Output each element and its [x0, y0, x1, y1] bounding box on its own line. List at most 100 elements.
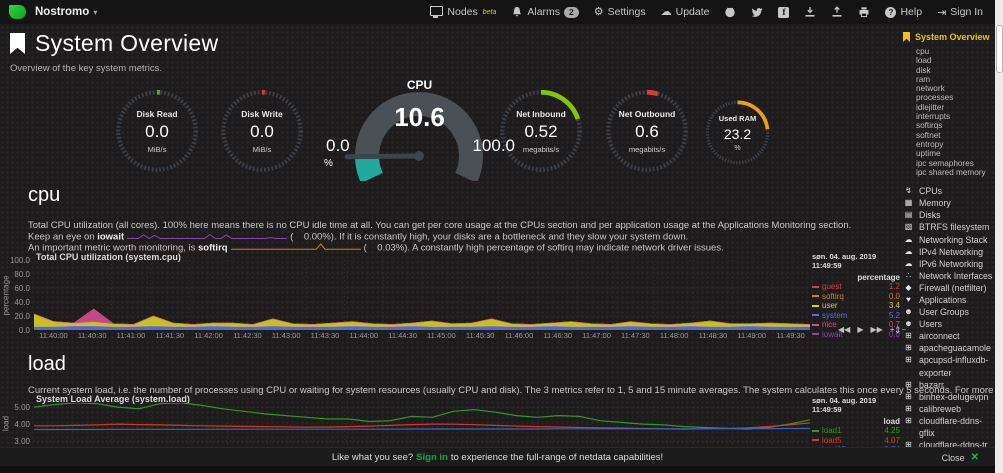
sidebar-item-network-interfaces[interactable]: ∴ Network Interfaces — [903, 270, 993, 282]
legend-date: søn. 04. aug. 2019 — [812, 252, 877, 261]
page-scrollbar[interactable] — [995, 0, 1003, 473]
sidebar-item-cpus[interactable]: ↯ CPUs — [903, 185, 993, 197]
sidebar-subitem-interrupts[interactable]: interrupts — [916, 112, 951, 122]
netdata-logo-icon[interactable] — [9, 5, 26, 19]
print-button[interactable] — [858, 6, 870, 18]
sidebar-item-cloudflare-ddns-tr[interactable]: ⊞ cloudflare-ddns-tr — [903, 439, 993, 451]
signin-label: Sign In — [950, 6, 983, 18]
update-button[interactable]: ☁ Update — [661, 6, 710, 18]
legend-row-guest[interactable]: guest 1.2 — [812, 282, 900, 292]
settings-button[interactable]: ⚙ Settings — [594, 6, 646, 18]
sidebar-item-disks[interactable]: ▤ Disks — [903, 209, 993, 221]
sidebar-subitem-cpu[interactable]: cpu — [916, 47, 930, 56]
hostname-selector[interactable]: Nostromo — [35, 6, 90, 18]
gauge-net-outbound[interactable]: Net Outbound 0.6 megabits/s — [604, 88, 690, 174]
chart-resize-handle[interactable]: ⇕ — [894, 325, 902, 335]
cpu-gauge-chart[interactable]: CPU 10.6 0.0 100.0 % — [322, 76, 517, 184]
sidebar-item-networking-stack[interactable]: ☁ Networking Stack — [903, 234, 993, 246]
page-subtitle: Overview of the key system metrics. — [10, 63, 163, 74]
legend-row-user[interactable]: user 3.4 — [812, 301, 900, 311]
sidebar-subitem-disk[interactable]: disk — [916, 65, 931, 75]
export-button[interactable] — [831, 6, 843, 18]
cpu-chart-plot[interactable] — [33, 259, 811, 331]
sidebar-item-applications[interactable]: ♥ Applications — [903, 294, 993, 306]
sidebar-subitem-entropy[interactable]: entropy — [916, 139, 944, 149]
legend-row-iowait[interactable]: iowait 0.0 — [812, 330, 900, 340]
cpu-description-1: Total CPU utilization (all cores). 100% … — [28, 220, 852, 231]
sidebar-subitem-ipc-shared-memory[interactable]: ipc shared memory — [916, 167, 986, 177]
legend-row-softirq[interactable]: softirq 0.0 — [812, 292, 900, 302]
chevron-down-icon[interactable]: ▾ — [93, 7, 98, 17]
gauge-net-inbound[interactable]: Net Inbound 0.52 megabits/s — [498, 88, 584, 174]
help-button[interactable]: ? Help — [885, 6, 922, 18]
sidebar-item-firewall-netfilter[interactable]: ◆ Firewall (netfilter) — [903, 282, 993, 294]
sidebar-subitem-network[interactable]: network — [916, 84, 945, 94]
sidebar-subitem-ipc-semaphores[interactable]: ipc semaphores — [916, 158, 974, 168]
sidebar-item-memory[interactable]: ▦ Memory — [903, 197, 993, 209]
text: A constantly high percentage of softirq … — [410, 242, 724, 254]
load-chart-plot[interactable] — [33, 402, 811, 447]
sidebar-subitem-uptime[interactable]: uptime — [916, 149, 941, 159]
sidebar-item-system-overview[interactable]: System Overview — [903, 32, 993, 42]
facebook-button[interactable]: f — [778, 6, 790, 18]
sidebar-item-label: Users — [919, 319, 942, 330]
banner-close-button[interactable]: Close ✕ — [942, 448, 979, 467]
sidebar-item-ipv4-networking[interactable]: ☁ IPv4 Networking — [903, 246, 993, 258]
sidebar-subitem-ram[interactable]: ram — [916, 74, 931, 84]
github-button[interactable] — [724, 6, 736, 18]
sidebar-item-label: Disks — [919, 210, 941, 221]
legend-value: 5.2 — [888, 310, 900, 320]
toolbox-forward-button[interactable]: ▶▶ — [870, 325, 883, 334]
sidebar-subitem-idlejitter[interactable]: idlejitter — [916, 102, 945, 112]
y-tick: 100.0 — [9, 256, 30, 265]
sidebar-item-user-groups[interactable]: ☻ User Groups — [903, 306, 993, 318]
sidebar-subitem-softnet[interactable]: softnet — [916, 130, 941, 140]
legend-row-load5[interactable]: load5 4.07 — [812, 436, 900, 446]
scrollbar-thumb[interactable] — [996, 25, 1003, 73]
sidebar-subitem-processes[interactable]: processes — [916, 93, 954, 103]
sidebar-subitem-softirqs[interactable]: softirqs — [916, 121, 943, 131]
gauge-used-ram[interactable]: Used RAM 23.2% — [704, 99, 771, 166]
sidebar-item-apcupsd-influxdb-exporter[interactable]: ⊞ apcupsd-influxdb-exporter — [903, 354, 993, 378]
cloud-icon: ☁ — [904, 234, 913, 244]
sidebar-subitem-load[interactable]: load — [916, 56, 932, 66]
sidebar-item-label: apcupsd-influxdb-exporter — [919, 355, 989, 378]
toolbox-zoom-in-button[interactable]: + — [889, 325, 895, 334]
sidebar-item-label: Memory — [919, 198, 951, 209]
sidebar-item-users[interactable]: ☻ Users — [903, 318, 993, 330]
iowait-term: iowait — [97, 231, 125, 243]
toolbox-rewind-button[interactable]: ◀◀ — [838, 325, 851, 334]
section-heading-load: load — [28, 353, 66, 375]
sidebar-item-airconnect[interactable]: ⊞ airconnect — [903, 330, 993, 342]
bookmark-icon — [903, 32, 910, 42]
sidebar-item-bazarr[interactable]: ⊞ bazarr — [903, 379, 993, 391]
gauge-disk-write[interactable]: Disk Write 0.0 MiB/s — [219, 88, 305, 174]
nodes-button[interactable]: Nodes beta — [430, 6, 496, 18]
settings-label: Settings — [607, 6, 646, 18]
legend-name: system — [822, 310, 848, 320]
sidebar-item-btrfs-filesystem[interactable]: ▧ BTRFS filesystem — [903, 221, 993, 233]
sidebar-item-binhex-delugevpn[interactable]: ⊞ binhex-delugevpn — [903, 391, 993, 403]
toolbox-zoom-out-button[interactable]: − — [901, 325, 907, 334]
sidebar-item-calibreweb[interactable]: ⊞ calibreweb — [903, 403, 993, 415]
sidebar-item-cloudflare-ddns-gflix[interactable]: ⊞ cloudflare-ddns-gflix — [903, 415, 993, 439]
legend-date: søn. 04. aug. 2019 — [812, 396, 877, 405]
twitter-button[interactable] — [751, 6, 763, 18]
cpu-description-2: Keep an eye on iowait ( 0.00%). If it is … — [28, 231, 688, 243]
signin-button[interactable]: ⇥ Sign In — [937, 6, 983, 19]
legend-row-load1[interactable]: load1 4.25 — [812, 426, 900, 436]
legend-row-nice[interactable]: nice 0.7 — [812, 320, 900, 330]
import-button[interactable] — [804, 6, 816, 18]
sidebar-item-label: cloudflare-ddns-gflix — [919, 415, 983, 439]
sidebar-item-apacheguacamole[interactable]: ⊞ apacheguacamole — [903, 342, 993, 354]
sidebar-item-ipv6-networking[interactable]: ☁ IPv6 Networking — [903, 258, 993, 270]
alarms-button[interactable]: Alarms 2 — [511, 6, 579, 18]
legend-row-system[interactable]: system 5.2 — [812, 311, 900, 321]
banner-signin-link[interactable]: Sign in — [416, 452, 448, 463]
gauge-disk-read[interactable]: Disk Read 0.0 MiB/s — [114, 88, 200, 174]
page-title: System Overview — [35, 30, 219, 56]
legend-dash — [812, 439, 819, 442]
toolbox-play-button[interactable]: ▶ — [857, 325, 864, 334]
y-tick: 3.00 — [14, 437, 30, 446]
legend-dash — [812, 333, 819, 336]
